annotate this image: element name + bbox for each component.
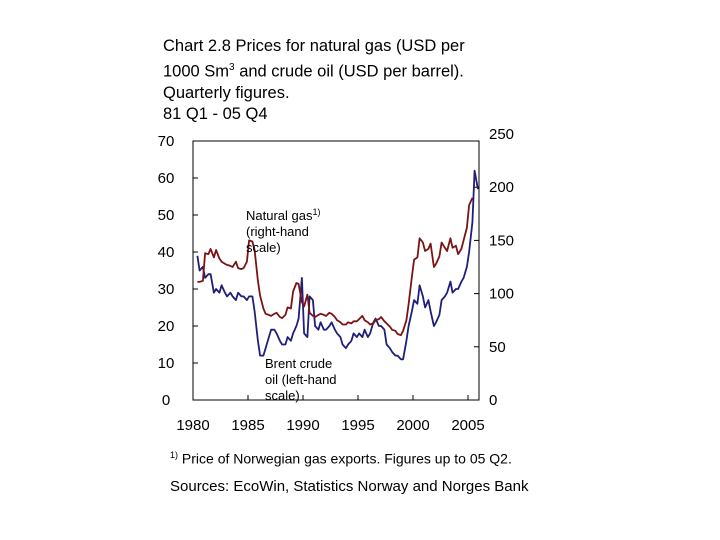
series-layer	[196, 169, 479, 361]
right-tick-label: 100	[489, 286, 514, 303]
right-tick-label: 250	[489, 126, 514, 143]
plot-frame	[192, 140, 480, 401]
gas-annotation-line-2: (right-hand	[246, 224, 309, 239]
oil-annotation: Brent crude oil (left-hand scale)	[265, 356, 337, 403]
oil-line	[196, 169, 479, 361]
right-tick-label: 0	[489, 392, 497, 409]
title-line-2a: 1000 Sm	[163, 62, 230, 81]
left-tick-label: 60	[158, 170, 175, 187]
x-tick-label: 1985	[231, 417, 264, 434]
title-line-4: 81 Q1 - 05 Q4	[163, 104, 268, 123]
title-line-2b: and crude oil (USD per barrel).	[234, 62, 464, 81]
title-line-3: Quarterly figures.	[163, 83, 290, 102]
oil-annotation-line-2: oil (left-hand	[265, 372, 337, 387]
left-tick-label: 0	[162, 392, 170, 409]
left-tick-label: 40	[158, 244, 175, 261]
right-axis-ticks: 0 50 100 150 200 250	[474, 126, 514, 409]
gas-annotation-text: Natural gas	[246, 208, 313, 223]
x-tick-label: 1990	[286, 417, 319, 434]
gas-annotation: Natural gas1) (right-hand scale)	[246, 207, 321, 255]
oil-annotation-line-1: Brent crude	[265, 356, 332, 371]
chart-title: Chart 2.8 Prices for natural gas (USD pe…	[163, 36, 583, 125]
footnote-text: Price of Norwegian gas exports. Figures …	[178, 450, 512, 467]
right-tick-label: 200	[489, 179, 514, 196]
left-tick-label: 70	[158, 133, 175, 150]
x-tick-label: 1995	[341, 417, 374, 434]
left-tick-label: 30	[158, 281, 175, 298]
x-tick-label: 2000	[396, 417, 429, 434]
left-tick-label: 20	[158, 318, 175, 335]
sources: Sources: EcoWin, Statistics Norway and N…	[170, 478, 529, 495]
oil-annotation-line-3: scale)	[265, 388, 300, 403]
gas-annotation-sup: 1)	[312, 207, 320, 217]
right-tick-label: 150	[489, 232, 514, 249]
right-tick-label: 50	[489, 339, 506, 356]
x-tick-label: 1980	[176, 417, 209, 434]
title-line-1: Chart 2.8 Prices for natural gas (USD pe…	[163, 37, 465, 55]
gas-line	[197, 197, 474, 337]
left-axis-ticks: 0 10 20 30 40 50 60 70	[158, 133, 198, 409]
gas-annotation-line-1: Natural gas1)	[246, 207, 321, 223]
footnote: 1) Price of Norwegian gas exports. Figur…	[170, 450, 512, 467]
title-line-2: 1000 Sm3 and crude oil (USD per barrel).	[163, 57, 583, 83]
footnote-marker: 1)	[170, 450, 179, 460]
left-tick-label: 50	[158, 207, 175, 224]
title-superscript: 3	[229, 62, 235, 73]
x-tick-label: 2005	[451, 417, 484, 434]
left-tick-label: 10	[158, 355, 175, 372]
x-axis-ticks: 1980 1985 1990 1995 2000 2005	[176, 395, 485, 434]
gas-annotation-line-3: scale)	[246, 240, 281, 255]
